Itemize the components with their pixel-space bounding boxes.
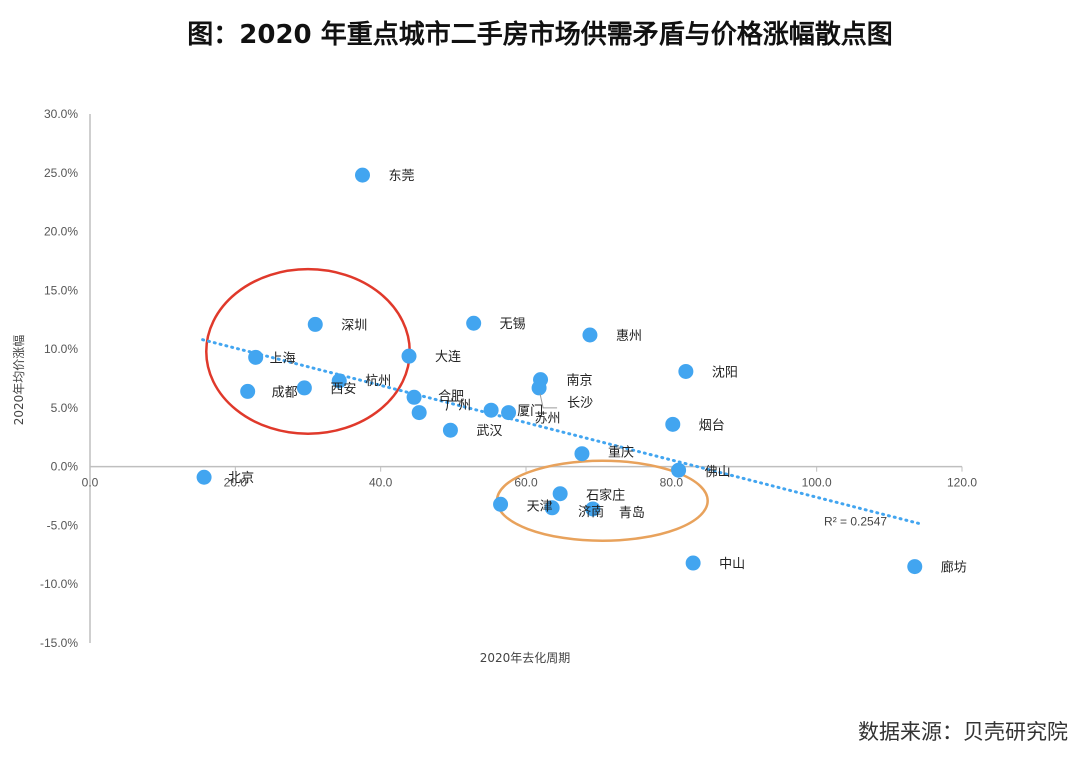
- point-label: 中山: [719, 557, 745, 572]
- data-point: [544, 500, 560, 516]
- data-point: [442, 422, 458, 438]
- y-tick-label: 30.0%: [44, 107, 78, 121]
- y-tick-label: -5.0%: [47, 518, 79, 532]
- data-point: [678, 363, 694, 379]
- point-label: 沈阳: [712, 365, 738, 380]
- point-label: 大连: [435, 349, 461, 365]
- data-point: [466, 315, 482, 331]
- data-point: [483, 402, 499, 418]
- trendline-group: R² = 0.2547: [201, 338, 924, 528]
- point-label: 济南: [578, 504, 604, 520]
- point-label: 长沙: [567, 396, 593, 411]
- data-point: [574, 446, 590, 462]
- point-label: 深圳: [341, 318, 367, 333]
- point-label: 石家庄: [586, 488, 625, 504]
- axes-group: 30.0% 25.0% 20.0% 15.0% 10.0% 5.0% 0.0% -5.0% -1…: [40, 107, 977, 650]
- y-tick-label: 10.0%: [44, 342, 78, 356]
- point-label: 无锡: [500, 317, 526, 332]
- x-tick-label: 20.0: [224, 476, 248, 490]
- data-point: [196, 469, 212, 485]
- y-tick-label: 5.0%: [51, 401, 79, 415]
- point-label: 烟台: [699, 418, 725, 433]
- x-tick-label: 120.0: [947, 476, 977, 490]
- data-point: [355, 167, 370, 183]
- leader-line: [539, 393, 558, 409]
- y-tick-label: -10.0%: [40, 577, 78, 591]
- point-label: 重庆: [608, 445, 634, 461]
- trendline: [201, 338, 924, 526]
- red-highlight-ellipse: [205, 267, 411, 436]
- data-point: [585, 501, 601, 517]
- data-point: [248, 349, 264, 365]
- point-label: 杭州: [365, 374, 391, 389]
- data-point: [240, 383, 256, 399]
- data-point: [685, 555, 701, 571]
- data-point: [501, 405, 517, 421]
- data-point: [307, 316, 323, 332]
- x-tick-label: 80.0: [660, 476, 684, 490]
- data-source-note: 数据来源：贝壳研究院: [858, 720, 1068, 744]
- point-label: 武汉: [476, 424, 502, 439]
- point-label: 上海: [270, 351, 296, 366]
- point-label: 佛山: [705, 465, 731, 480]
- y-tick-label: 15.0%: [44, 283, 78, 297]
- data-point: [296, 380, 312, 396]
- chart-title: 图：2020 年重点城市二手房市场供需矛盾与价格涨幅散点图: [187, 20, 893, 50]
- point-label: 合肥: [438, 389, 464, 404]
- point-label: 廊坊: [941, 560, 967, 576]
- data-point: [406, 389, 422, 405]
- data-point: [665, 416, 681, 432]
- x-tick-label: 40.0: [369, 476, 393, 490]
- point-label: 天津: [527, 499, 553, 514]
- point-label: 厦门: [517, 404, 543, 419]
- data-point: [493, 496, 509, 512]
- x-axis-title: 2020年去化周期: [480, 651, 571, 665]
- y-tick-label: -15.0%: [40, 636, 78, 650]
- data-point: [411, 405, 427, 421]
- y-tick-label: 0.0%: [51, 460, 79, 474]
- x-tick-label: 0.0: [82, 476, 99, 490]
- data-point: [331, 373, 347, 389]
- point-label: 西安: [330, 382, 356, 397]
- point-label: 北京: [228, 471, 254, 486]
- data-point: [552, 486, 568, 502]
- y-tick-label: 20.0%: [44, 225, 78, 239]
- point-label: 东莞: [389, 169, 415, 184]
- point-label: 成都: [272, 385, 298, 400]
- point-label: 惠州: [616, 329, 642, 344]
- point-label: 苏州: [535, 411, 561, 427]
- points-group: [196, 167, 923, 575]
- data-point: [531, 380, 547, 396]
- data-point: [582, 327, 598, 343]
- r-squared-label: R² = 0.2547: [824, 514, 887, 528]
- point-label: 青岛: [619, 505, 645, 521]
- data-point: [671, 462, 687, 478]
- x-tick-label: 100.0: [802, 476, 832, 490]
- y-axis-title: 2020年均价涨幅: [11, 335, 26, 426]
- point-label: 南京: [567, 373, 593, 389]
- data-point: [401, 348, 417, 364]
- y-tick-label: 25.0%: [44, 166, 78, 180]
- data-point: [907, 559, 923, 575]
- point-label: 广州: [445, 399, 471, 414]
- x-tick-label: 60.0: [514, 476, 538, 490]
